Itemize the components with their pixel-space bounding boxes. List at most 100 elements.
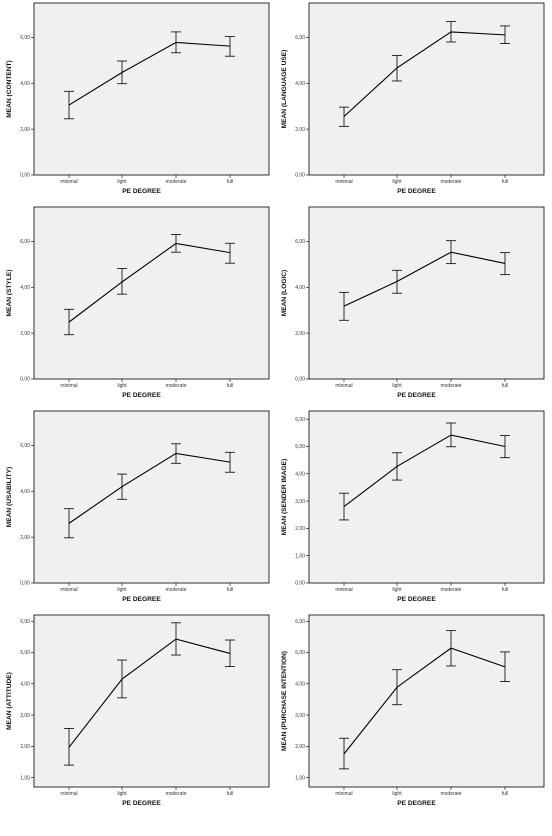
x-tick-label: minimal [60, 791, 77, 797]
x-tick-label: minimal [335, 587, 352, 593]
error-bar [171, 31, 181, 54]
error-bar [117, 659, 127, 699]
error-bar [171, 443, 181, 464]
y-tick-label: 4,00 [20, 489, 30, 495]
y-tick-label: 2,00 [295, 526, 305, 532]
chart-panel-usability: 0,00 2,00 4,00 6,00 minimal light moderate full… [4, 408, 276, 614]
chart-panel-content: 0,00 2,00 4,00 6,00 minimal light moderate full… [4, 0, 276, 206]
x-axis-title: PE DEGREE [122, 392, 161, 399]
chart-panel-purchase-intention: 1,00 2,00 3,00 4,00 5,00 6,00 minimal light mode… [279, 612, 551, 818]
x-tick-label: full [227, 587, 233, 593]
error-bar [117, 268, 127, 295]
y-tick-label: 3,00 [295, 713, 305, 719]
y-tick-label: 2,00 [20, 744, 30, 750]
error-bar [392, 55, 402, 82]
x-tick-label: full [502, 383, 508, 389]
y-tick-label: 0,00 [295, 377, 305, 383]
y-tick-label: 0,00 [20, 377, 30, 383]
error-bar [64, 90, 74, 120]
error-bar [225, 36, 235, 57]
error-bar [500, 252, 510, 276]
x-tick-label: light [117, 587, 127, 593]
error-bar [117, 473, 127, 500]
x-tick-label: moderate [165, 587, 186, 593]
y-tick-label: 1,00 [20, 775, 30, 781]
x-tick-label: light [392, 791, 402, 797]
y-axis-title: MEAN (ATTITUDE) [6, 672, 13, 730]
chart-panel-language-use: 0,00 2,00 4,00 6,00 minimal light moderate full… [279, 0, 551, 206]
y-tick-label: 2,00 [20, 331, 30, 337]
error-bar [64, 308, 74, 336]
y-tick-label: 2,00 [295, 744, 305, 750]
y-axis-title: MEAN (STYLE) [6, 270, 13, 317]
plot-area [33, 2, 270, 176]
series-line [343, 251, 506, 307]
series-line [343, 434, 506, 507]
chart-svg: 0,00 2,00 4,00 6,00 minimal light moderate full… [6, 206, 270, 399]
chart-panel-sender-image: 0,00 1,00 2,00 3,00 4,00 5,00 6,00 minimal light… [279, 408, 551, 614]
x-tick-label: full [502, 587, 508, 593]
x-tick-label: light [392, 179, 402, 185]
chart-panel-style: 0,00 2,00 4,00 6,00 minimal light moderate full… [4, 204, 276, 410]
x-tick-label: moderate [440, 791, 461, 797]
y-tick-label: 6,00 [20, 619, 30, 625]
series-line [68, 452, 231, 524]
x-tick-label: minimal [335, 179, 352, 185]
x-axis-title: PE DEGREE [397, 188, 436, 195]
chart-panel-logic: 0,00 2,00 4,00 6,00 minimal light moderate full… [279, 204, 551, 410]
y-tick-label: 6,00 [20, 443, 30, 449]
plot-area [308, 614, 545, 788]
x-tick-label: minimal [60, 383, 77, 389]
y-tick-label: 6,00 [295, 35, 305, 41]
error-bar [171, 234, 181, 253]
y-tick-label: 6,00 [295, 417, 305, 423]
y-tick-label: 1,00 [295, 775, 305, 781]
error-bar [225, 639, 235, 667]
error-bar [225, 242, 235, 264]
error-bar [392, 452, 402, 481]
error-bar [64, 508, 74, 539]
y-axis-title: MEAN (LOGIC) [281, 270, 288, 317]
x-tick-label: moderate [440, 179, 461, 185]
error-bar [117, 60, 127, 85]
x-tick-label: moderate [165, 179, 186, 185]
error-bar [446, 240, 456, 265]
x-tick-label: full [227, 383, 233, 389]
chart-svg: 0,00 1,00 2,00 3,00 4,00 5,00 6,00 minimal light… [281, 410, 545, 603]
x-tick-label: light [117, 383, 127, 389]
error-bar [446, 422, 456, 448]
chart-svg: 0,00 2,00 4,00 6,00 minimal light moderate full… [6, 2, 270, 195]
plot-area [33, 410, 270, 584]
x-tick-label: moderate [440, 383, 461, 389]
y-tick-label: 0,00 [20, 173, 30, 179]
error-bar [339, 737, 349, 770]
error-bar [500, 25, 510, 44]
y-tick-label: 3,00 [295, 499, 305, 505]
error-bar [225, 451, 235, 473]
series-line [68, 638, 231, 748]
y-tick-label: 5,00 [295, 650, 305, 656]
error-bar [339, 106, 349, 127]
x-tick-label: minimal [335, 791, 352, 797]
series-line [68, 242, 231, 323]
x-tick-label: moderate [440, 587, 461, 593]
x-axis-title: PE DEGREE [122, 596, 161, 603]
plot-area [308, 206, 545, 380]
y-tick-label: 4,00 [295, 81, 305, 87]
x-tick-label: light [117, 791, 127, 797]
plot-area [33, 206, 270, 380]
series-line [343, 647, 506, 755]
y-tick-label: 5,00 [295, 444, 305, 450]
y-tick-label: 2,00 [295, 127, 305, 133]
x-tick-label: minimal [335, 383, 352, 389]
x-axis-title: PE DEGREE [122, 188, 161, 195]
x-axis-title: PE DEGREE [397, 392, 436, 399]
y-tick-label: 6,00 [295, 619, 305, 625]
error-bar [339, 492, 349, 521]
x-tick-label: full [502, 179, 508, 185]
chart-svg: 0,00 2,00 4,00 6,00 minimal light moderate full… [6, 410, 270, 603]
y-tick-label: 4,00 [20, 682, 30, 688]
y-tick-label: 4,00 [295, 471, 305, 477]
error-bar [446, 630, 456, 667]
